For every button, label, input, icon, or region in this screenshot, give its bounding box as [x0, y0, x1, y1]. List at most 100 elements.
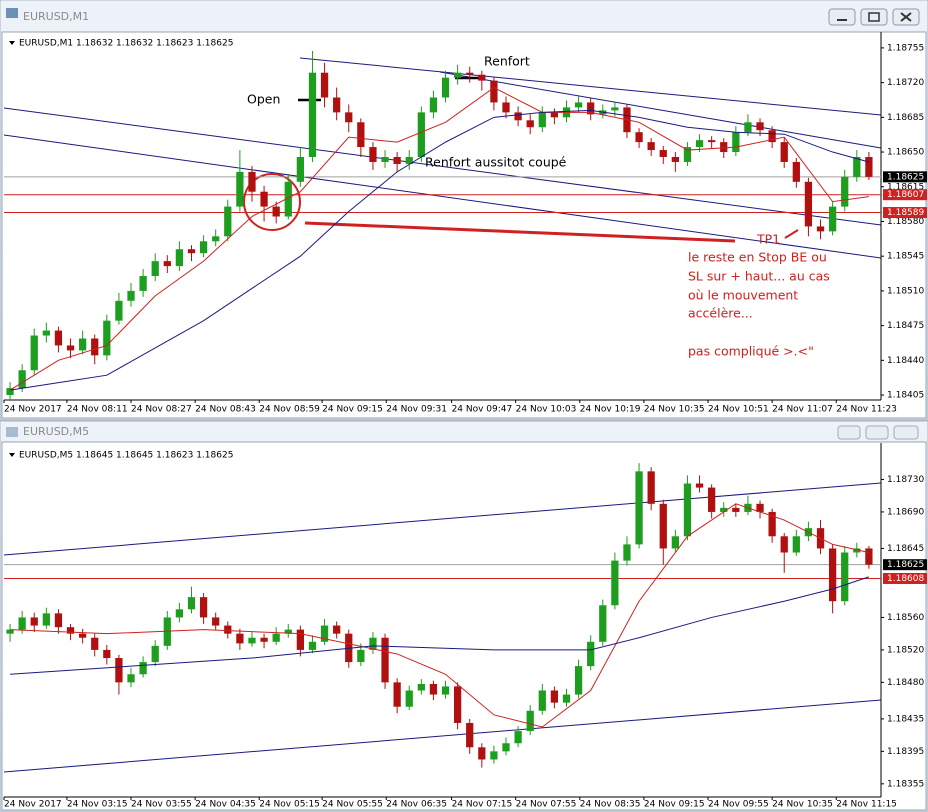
y-tick-label: 1.18395 — [887, 747, 924, 757]
y-tick-label: 1.18405 — [887, 391, 924, 401]
candle-body — [478, 747, 486, 760]
candle-body — [865, 548, 873, 565]
y-tick-label: 1.18560 — [887, 613, 924, 623]
candle-body — [768, 511, 776, 537]
x-tick-label: 24 Nov 09:47 — [452, 405, 513, 415]
candle-body — [647, 471, 655, 504]
candle-body — [502, 102, 510, 113]
candle-body — [768, 130, 776, 143]
candle-body — [683, 147, 692, 162]
moving-average — [10, 503, 870, 728]
candle-body — [115, 658, 123, 683]
candle-body — [671, 157, 679, 162]
candle-body — [490, 751, 498, 760]
x-tick-label: 24 Nov 03:55 — [131, 800, 192, 810]
candle-body — [732, 507, 740, 512]
candle-body — [308, 72, 317, 157]
x-tick-label: 24 Nov 05:55 — [322, 800, 383, 810]
window-title: EURUSD,M5 — [23, 425, 89, 438]
candle-body — [139, 662, 147, 675]
candle-body — [659, 503, 667, 549]
candle-body — [828, 548, 837, 602]
candle-body — [260, 637, 268, 642]
candle-body — [212, 236, 220, 242]
candle-body — [780, 142, 788, 162]
window-buttons[interactable] — [828, 8, 920, 26]
candle-body — [441, 77, 450, 98]
chart-header: EURUSD,M1 1.18632 1.18632 1.18623 1.1862… — [19, 39, 233, 49]
candle-body — [502, 743, 510, 752]
candle-body — [574, 666, 583, 695]
annotation: Renfort aussitot coupé — [425, 155, 567, 170]
candle-body — [405, 157, 413, 164]
price-label-bg — [883, 171, 927, 183]
candle-body — [284, 629, 292, 634]
candle-body — [466, 72, 474, 75]
window-buttons[interactable] — [837, 425, 919, 440]
candle-body — [853, 548, 861, 553]
candle-body — [308, 641, 317, 650]
y-tick-label: 1.18690 — [887, 507, 924, 517]
candle-body — [574, 102, 583, 108]
candle-body — [611, 107, 619, 111]
x-tick-label: 24 Nov 06:35 — [386, 800, 447, 810]
candle-body — [683, 483, 692, 537]
header-icon — [9, 41, 15, 45]
candle-body — [792, 536, 800, 553]
candle-body — [538, 690, 546, 711]
candle-body — [103, 320, 111, 356]
candle-body — [345, 112, 353, 123]
candle-body — [514, 112, 522, 121]
candle-body — [115, 300, 123, 321]
annotation: Open — [247, 92, 280, 107]
candle-body — [18, 617, 26, 630]
candle-body — [320, 625, 329, 642]
candle-body — [792, 161, 800, 182]
candle-body — [163, 617, 171, 646]
y-tick-label: 1.18685 — [887, 113, 924, 123]
candle-body — [623, 544, 631, 561]
annotation: pas compliqué >.<" — [688, 344, 814, 359]
candle-body — [841, 176, 849, 207]
annotation: où le mouvement — [688, 288, 798, 303]
candle-body — [175, 249, 184, 267]
candle-body — [357, 122, 365, 148]
x-tick-label: 24 Nov 10:35 — [772, 800, 833, 810]
window-icon — [6, 427, 18, 437]
y-tick-label: 1.18510 — [887, 286, 924, 296]
y-tick-label: 1.18720 — [887, 78, 924, 88]
candle-body — [224, 206, 232, 237]
y-tick-label: 1.18355 — [887, 779, 924, 789]
candle-body — [320, 72, 329, 98]
candle-body — [369, 637, 377, 650]
candle-body — [720, 507, 728, 512]
price-label-bg — [883, 207, 927, 219]
candle-body — [187, 249, 196, 254]
candle-body — [453, 72, 462, 78]
candle-body — [526, 710, 534, 732]
annotation: le reste en Stop BE ou — [688, 250, 827, 265]
candle-body — [42, 330, 50, 336]
candle-body — [284, 181, 292, 217]
candle-body — [671, 536, 679, 549]
candle-body — [611, 560, 619, 606]
candle-body — [260, 191, 268, 207]
x-tick-label: 24 Nov 11:23 — [836, 405, 897, 415]
candle-body — [720, 142, 728, 153]
candle-body — [393, 682, 401, 707]
x-tick-label: 24 Nov 07:55 — [516, 800, 577, 810]
candle-body — [466, 722, 474, 748]
price-label: 1.18625 — [887, 560, 924, 570]
price-label-bg — [883, 189, 927, 201]
x-tick-label: 24 Nov 10:03 — [516, 405, 577, 415]
annotation: accélère... — [688, 306, 753, 321]
candle-body — [441, 686, 450, 695]
candle-body — [91, 338, 99, 356]
candle-body — [199, 597, 208, 618]
candle-body — [599, 605, 607, 642]
candle-body — [490, 80, 498, 103]
x-tick-label: 24 Nov 10:35 — [644, 405, 705, 415]
x-tick-label: 24 Nov 08:11 — [67, 405, 128, 415]
x-tick-label: 24 Nov 11:15 — [836, 800, 897, 810]
